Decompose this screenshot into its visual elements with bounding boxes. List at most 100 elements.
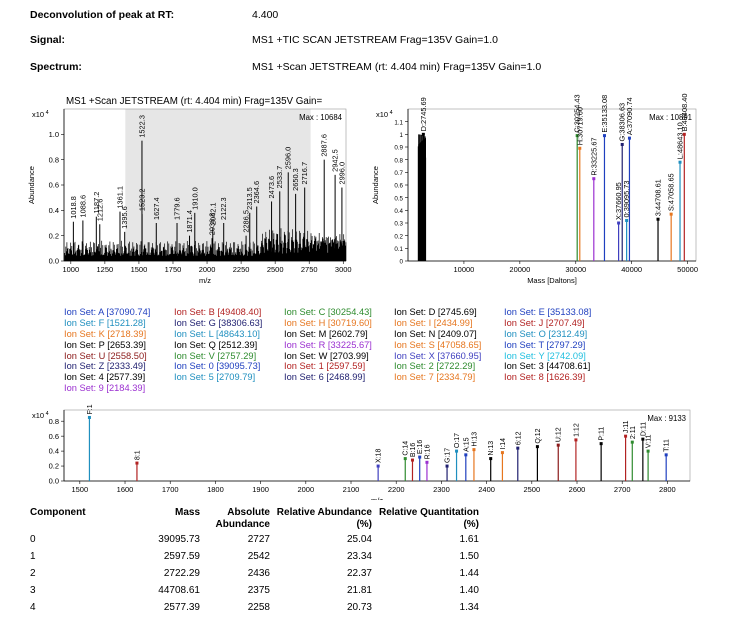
- peak-marker: [418, 455, 422, 459]
- peak-label: F:1: [87, 404, 94, 414]
- ion-set-row: Ion Set: U [2558.50] Ion Set: V [2757.29]…: [64, 351, 684, 362]
- x-axis-label: Mass [Daltons]: [527, 276, 577, 285]
- peak-label: V:11: [646, 434, 653, 448]
- ion-set-label: Ion Set: D [2745.69]: [394, 307, 477, 317]
- x-tick-label: 50000: [677, 265, 698, 274]
- peak-marker: [410, 458, 414, 462]
- ion-set-label: Ion Set: G [38306.63]: [174, 317, 263, 328]
- ion-set-label: Ion Set: T [2797.29]: [504, 339, 586, 350]
- peak-marker: [556, 443, 560, 447]
- x-tick-label: 1000: [62, 265, 79, 274]
- max-label: Max : 10684: [299, 113, 343, 122]
- y-multiplier: x10 4: [32, 110, 49, 119]
- peak-label: H:30719.60: [575, 107, 584, 145]
- col-header-mass: Mass: [174, 507, 200, 518]
- peak-label: 0:39095.73: [622, 180, 631, 217]
- x-axis-label: m/z: [371, 496, 383, 500]
- peak-marker: [630, 440, 634, 444]
- table-row: 1 2597.59 2542 23.34 1.50: [30, 548, 479, 565]
- peak-marker: [682, 132, 686, 136]
- ion-set-label: Ion Set: 6 [2468.99]: [284, 372, 366, 383]
- x-tick-label: 30000: [565, 265, 586, 274]
- x-tick-label: 2100: [343, 485, 360, 494]
- y-multiplier: x10 4: [32, 411, 49, 420]
- ion-set-label: Ion Set: Q [2512.39]: [174, 339, 258, 350]
- y-tick-label: 0.7: [394, 170, 403, 177]
- rt-value: 4.400: [252, 9, 279, 21]
- x-tick-label: 1900: [252, 485, 269, 494]
- y-tick-label: 0.5: [394, 195, 403, 202]
- cell-rel-quant: 1.61: [459, 534, 479, 545]
- peak-label: 3:44708.61: [654, 179, 663, 216]
- peak-label: 2650.3: [291, 168, 300, 191]
- peak-marker: [425, 460, 429, 464]
- y-tick-label: 0.8: [394, 157, 403, 164]
- peak-label: B:16: [410, 443, 417, 458]
- y-axis-label: Abundance: [27, 166, 36, 204]
- cell-rel-abundance: 20.73: [346, 602, 372, 613]
- peak-marker: [575, 134, 579, 138]
- peak-label: 1395.6: [120, 206, 129, 229]
- ion-set-row: Ion Set: A [37090.74] Ion Set: B [49408.4…: [64, 307, 684, 318]
- peak-label: E:35133.08: [600, 95, 609, 133]
- x-tick-label: 2500: [523, 485, 540, 494]
- peak-label: 1361.1: [116, 186, 125, 209]
- x-tick-label: 40000: [621, 265, 642, 274]
- x-tick-label: 2200: [388, 485, 405, 494]
- ion-set-label: Ion Set: M [2602.79]: [284, 328, 368, 339]
- peak-label: O:17: [454, 433, 461, 448]
- chart-2: x10 4 Max : 10891 Abundance Mass [Daltons] 0…: [371, 94, 698, 285]
- cell-rel-quant: 1.50: [459, 551, 479, 562]
- peak-marker: [578, 146, 582, 150]
- peak-label: L:48643.10: [676, 122, 685, 159]
- peak-label: 2286.5: [242, 210, 251, 233]
- ion-set-row: Ion Set: K [2718.39] Ion Set: L [48643.10…: [64, 329, 684, 340]
- header-row-spectrum: Spectrum: MS1 +Scan JETSTREAM (rt: 4.404…: [30, 61, 730, 75]
- peak-marker: [421, 132, 425, 136]
- peak-marker: [678, 160, 682, 164]
- peak-label: C:30254.43: [573, 94, 582, 132]
- table-row: 0 39095.73 2727 25.04 1.61: [30, 531, 479, 548]
- ion-set-label: Ion Set: I [2434.99]: [394, 317, 473, 328]
- y-tick-label: 0.4: [394, 208, 403, 215]
- chart-1: MS1 +Scan JETSTREAM (rt: 4.404 min) Frag…: [27, 96, 352, 285]
- y-tick-label: 0.8: [49, 155, 59, 164]
- signal-value: MS1 +TIC SCAN JETSTREAM Frag=135V Gain=1…: [252, 34, 498, 46]
- chart-3: x10 4 Max : 9133 m/z 0.0 0.2 0.4 0.6 0.8 1500 160…: [32, 404, 691, 500]
- cell-rel-quant: 1.44: [459, 568, 479, 579]
- ion-set-label: Ion Set: Y [2742.09]: [504, 350, 586, 361]
- spectrum-value: MS1 +Scan JETSTREAM (rt: 4.404 min) Frag…: [252, 61, 542, 73]
- peak-label: J:11: [623, 420, 630, 433]
- peak-marker: [500, 451, 504, 455]
- cell-abs-abundance: 2375: [247, 585, 270, 596]
- cell-abs-abundance: 2542: [247, 551, 270, 562]
- peak-label: H:13: [471, 432, 478, 447]
- peak-label: 1779.6: [173, 197, 182, 220]
- ion-set-label: Ion Set: 1 [2597.59]: [284, 361, 366, 372]
- cell-mass: 44708.61: [158, 585, 200, 596]
- peak-marker: [602, 134, 606, 138]
- peak-label: 6:12: [515, 431, 522, 445]
- x-tick-label: 1750: [165, 265, 182, 274]
- ion-set-row: Ion Set: P [2653.39] Ion Set: Q [2512.39]…: [64, 340, 684, 351]
- ion-set-label: Ion Set: 0 [39095.73]: [174, 361, 261, 372]
- ion-set-label: Ion Set: F [1521.28]: [64, 317, 146, 328]
- peak-label: 2596.0: [284, 147, 293, 170]
- y-tick-label: 0.2: [49, 231, 59, 240]
- cell-component: 1: [30, 551, 36, 562]
- peak-label: E:16: [417, 440, 424, 455]
- y-tick-label: 0.9: [394, 145, 403, 152]
- y-multiplier: x10 4: [376, 110, 393, 119]
- y-tick-label: 0.0: [49, 257, 59, 266]
- rt-label: Deconvolution of peak at RT:: [30, 9, 175, 21]
- ion-set-label: Ion Set: 9 [2184.39]: [64, 383, 146, 394]
- peak-label: 1871.4: [185, 210, 194, 233]
- peak-marker: [617, 221, 621, 225]
- spectrum-label: Spectrum:: [30, 61, 82, 73]
- peak-label: P:11: [599, 427, 606, 441]
- peak-marker: [445, 464, 449, 468]
- y-tick-label: 0: [400, 259, 404, 266]
- peak-label: 2313.5: [245, 187, 254, 210]
- peak-marker: [376, 464, 380, 468]
- peak-marker: [669, 212, 673, 216]
